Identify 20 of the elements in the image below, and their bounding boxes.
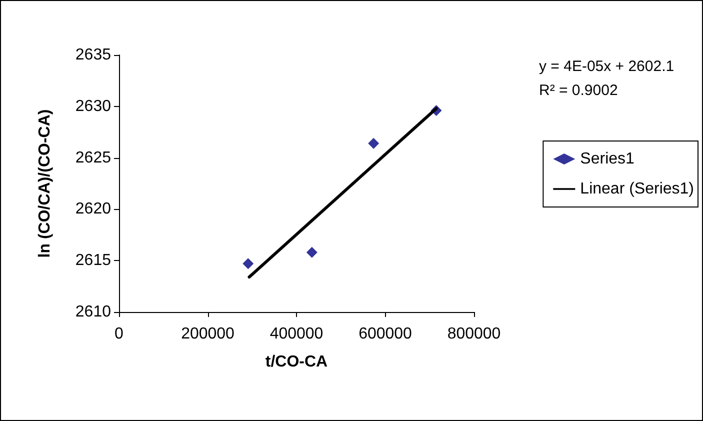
- point: [368, 138, 380, 149]
- y-axis-title: ln (CO/CA)/(CO-CA): [36, 109, 54, 258]
- legend-label: Series1: [580, 150, 635, 168]
- legend-label: Linear (Series1): [580, 180, 694, 198]
- x-axis-title: t/CO-CA: [265, 354, 328, 370]
- x-tick-label: 600000: [358, 326, 412, 342]
- x-tick-label: 0: [114, 326, 124, 342]
- x-tick-label: 800000: [447, 326, 501, 342]
- point: [242, 258, 254, 270]
- y-tick-label: 2630: [75, 98, 112, 115]
- text: y = 4E-05x + 2602.1: [538, 58, 674, 75]
- y-tick-label: 2610: [75, 304, 112, 320]
- text: R² = 0.9002: [538, 82, 618, 99]
- point: [306, 246, 318, 258]
- y-tick-label: 2635: [75, 46, 112, 64]
- x-tick-label: 400000: [270, 326, 324, 342]
- y-tick-label: 2625: [75, 149, 112, 166]
- y-tick-label: 2620: [75, 200, 112, 218]
- x-tick-label: 200000: [181, 326, 235, 342]
- y-tick-label: 2615: [75, 252, 112, 270]
